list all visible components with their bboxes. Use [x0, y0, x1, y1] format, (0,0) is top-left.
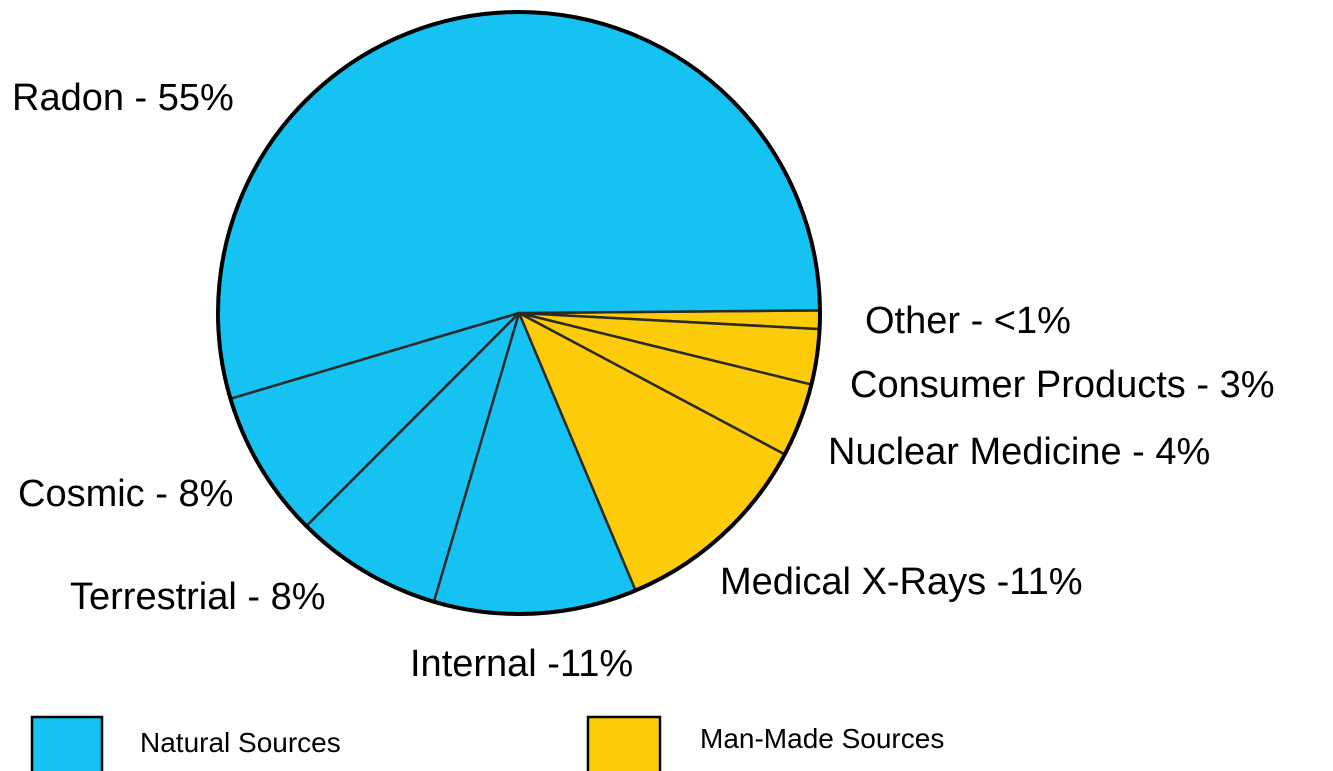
label-consumer-products: Consumer Products - 3% [850, 364, 1275, 406]
label-medical-x-rays: Medical X-Rays -11% [720, 561, 1083, 603]
legend-label-man-made: Man-Made Sources [700, 723, 944, 754]
label-internal: Internal -11% [410, 643, 633, 685]
pie-slices [216, 10, 822, 616]
legend-swatch-man-made [586, 715, 662, 771]
label-terrestrial: Terrestrial - 8% [70, 576, 326, 618]
legend: Natural Sources Man-Made Sources [30, 715, 944, 771]
label-cosmic: Cosmic - 8% [18, 473, 233, 515]
label-radon: Radon - 55% [12, 77, 234, 119]
legend-swatch-natural [30, 715, 104, 771]
legend-label-natural: Natural Sources [140, 727, 341, 758]
label-other: Other - <1% [865, 300, 1071, 342]
pie-outline [216, 10, 822, 616]
slice-labels: Radon - 55% Other - <1% Consumer Product… [12, 77, 1275, 685]
label-nuclear-medicine: Nuclear Medicine - 4% [828, 431, 1210, 473]
